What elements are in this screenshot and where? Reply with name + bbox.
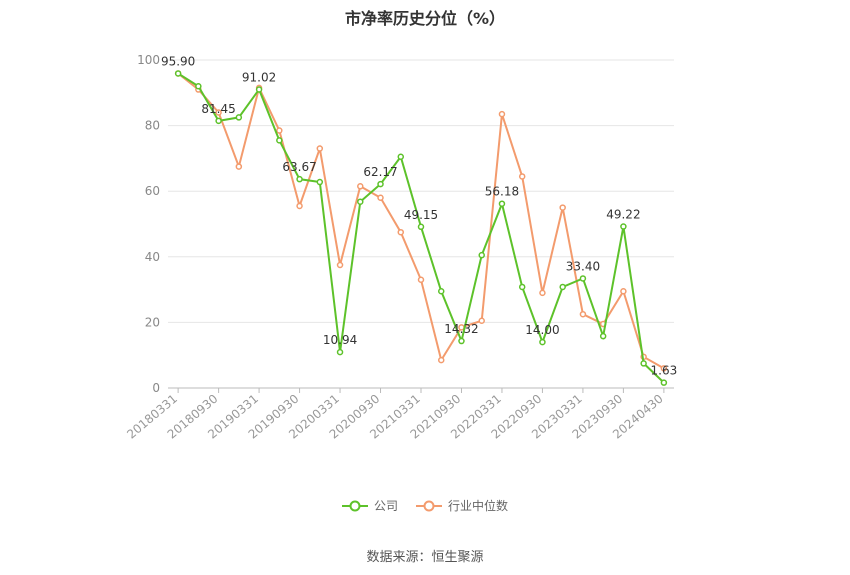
data-label: 33.40 [566,259,600,273]
data-point [559,283,566,291]
data-point [296,202,303,210]
data-label: 49.15 [404,208,438,222]
data-point [357,198,364,205]
data-point [579,275,587,282]
data-point [660,379,668,386]
data-point [640,360,647,367]
data-point [498,110,506,118]
data-point [539,289,546,297]
data-point [296,175,303,183]
data-point [478,251,485,259]
data-point [417,223,425,231]
data-point [174,70,182,77]
y-tick-label: 20 [145,315,160,329]
data-label: 62.17 [363,165,397,179]
data-point [397,228,405,236]
data-point [215,109,222,116]
data-point [215,117,222,125]
legend-item-1[interactable]: 行业中位数 [416,497,508,514]
data-label: 49.22 [606,208,640,222]
data-point [620,287,627,295]
data-point [316,178,324,186]
y-tick-label: 0 [152,381,160,395]
data-point [458,337,465,345]
data-label: 14.32 [444,322,478,336]
data-source: 数据来源：恒生聚源 [366,550,484,565]
data-label: 81.45 [201,102,235,116]
data-label: 10.94 [323,333,357,347]
data-point [417,276,425,284]
legend-label: 行业中位数 [448,499,509,513]
data-label: 14.00 [525,323,559,337]
data-point [357,183,364,190]
data-point [599,332,607,340]
data-point [539,338,546,346]
data-point [579,310,587,318]
data-point [276,127,283,134]
data-point [518,173,526,180]
data-label: 56.18 [485,185,519,199]
y-tick-label: 100 [137,53,160,67]
data-point [195,82,202,90]
data-point [559,204,566,211]
data-point [478,317,485,325]
legend-item-0[interactable]: 公司 [341,497,398,514]
data-point [235,163,243,170]
y-tick-label: 40 [145,250,160,264]
data-point [276,137,283,144]
legend-label: 公司 [373,499,398,513]
data-point [255,86,263,93]
data-label: 63.67 [282,160,316,174]
data-point [377,194,384,202]
data-label: 95.90 [161,54,195,68]
legend-marker [416,500,442,511]
data-label: 1.63 [651,364,678,378]
data-point [235,114,243,121]
data-point [498,200,506,207]
data-point [660,365,668,372]
data-point [620,223,627,230]
data-point [437,287,445,295]
data-point [316,145,324,152]
data-point [437,356,445,364]
chart-title: 市净率历史分位（%） [344,9,506,28]
data-label: 91.02 [242,70,276,84]
legend-marker [341,500,368,511]
data-point [397,153,405,161]
data-point [336,261,344,269]
y-tick-label: 80 [145,119,160,133]
data-point [377,180,384,188]
y-tick-label: 60 [145,184,160,198]
chart-legend: 公司 行业中位数 [0,497,850,514]
data-point [336,348,344,356]
data-point [518,283,526,291]
